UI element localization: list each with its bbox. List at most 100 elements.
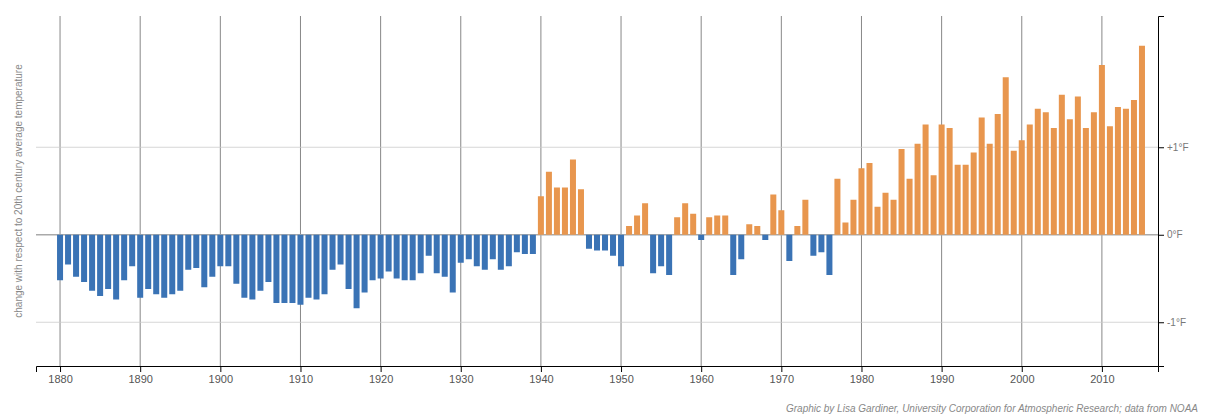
x-tick-mark xyxy=(461,366,462,372)
bar xyxy=(834,179,840,235)
bar xyxy=(618,235,624,267)
x-tick: 1880 xyxy=(48,366,72,385)
bar xyxy=(474,235,480,267)
bar xyxy=(626,226,632,235)
bar xyxy=(402,235,408,281)
bar xyxy=(121,235,127,281)
bar xyxy=(217,235,223,267)
bar xyxy=(682,203,688,235)
bar xyxy=(866,163,872,235)
x-tick: 2000 xyxy=(1010,366,1034,385)
bar xyxy=(842,223,848,235)
x-tick-label: 1990 xyxy=(930,373,954,385)
bar xyxy=(602,235,608,251)
bar xyxy=(297,235,303,305)
bar xyxy=(313,235,319,300)
bar xyxy=(586,235,592,249)
bar xyxy=(97,235,103,296)
x-tick: 1920 xyxy=(369,366,393,385)
bar xyxy=(891,200,897,235)
y-tick-mark xyxy=(1158,147,1164,148)
bar xyxy=(177,235,183,291)
grid-line-x xyxy=(380,16,381,366)
bars xyxy=(57,46,1145,309)
bar xyxy=(105,235,111,289)
bar xyxy=(1067,119,1073,235)
y-axis-title: change with respect to 20th century aver… xyxy=(13,64,24,318)
bar xyxy=(442,235,448,277)
bar xyxy=(193,235,199,268)
bar xyxy=(658,235,664,267)
bar xyxy=(129,235,135,267)
x-tick-label: 1970 xyxy=(770,373,794,385)
x-tick: 1890 xyxy=(128,366,152,385)
bar xyxy=(1051,128,1057,235)
bar xyxy=(354,235,360,309)
bar xyxy=(802,200,808,235)
bar xyxy=(963,165,969,235)
bar xyxy=(145,235,151,289)
y-tick: -1°F xyxy=(1158,317,1186,328)
bar xyxy=(410,235,416,281)
bar xyxy=(506,235,512,267)
bar xyxy=(249,235,255,300)
bar xyxy=(225,235,231,267)
x-tick-label: 1930 xyxy=(449,373,473,385)
x-tick-mark xyxy=(60,366,61,372)
bar xyxy=(810,235,816,256)
bar xyxy=(1043,112,1049,235)
bar xyxy=(305,235,311,298)
bar xyxy=(322,235,328,295)
bar xyxy=(762,235,768,240)
grid-line-x xyxy=(460,16,461,366)
bar xyxy=(490,235,496,260)
bar xyxy=(778,210,784,235)
x-tick: 1930 xyxy=(449,366,473,385)
bar xyxy=(1027,125,1033,235)
x-tick-label: 1890 xyxy=(128,373,152,385)
bar xyxy=(169,235,175,295)
x-tick: 2010 xyxy=(1090,366,1114,385)
bar xyxy=(746,224,752,235)
bar xyxy=(939,125,945,235)
bar xyxy=(265,235,271,282)
bar xyxy=(955,165,961,235)
bar xyxy=(883,193,889,235)
bar xyxy=(642,203,648,235)
x-tick: 1910 xyxy=(289,366,313,385)
grid xyxy=(36,16,1158,366)
bar xyxy=(482,235,488,270)
bar xyxy=(450,235,456,293)
bar xyxy=(826,235,832,275)
bar xyxy=(634,216,640,235)
bar xyxy=(514,235,520,253)
bar xyxy=(498,235,504,270)
grid-line-x xyxy=(220,16,221,366)
bar xyxy=(738,235,744,260)
y-tick-mark xyxy=(1158,322,1164,323)
bar xyxy=(562,188,568,235)
bar xyxy=(730,235,736,275)
bar xyxy=(690,214,696,235)
chart: 1880189019001910192019301940195019601970… xyxy=(0,0,1210,420)
x-tick: 1900 xyxy=(209,366,233,385)
x-tick-label: 1880 xyxy=(48,373,72,385)
bar xyxy=(578,189,584,235)
bar xyxy=(674,217,680,235)
x-axis: 1880189019001910192019301940195019601970… xyxy=(37,366,1159,385)
bar xyxy=(57,235,63,281)
y-axis: +1°F0°F-1°F xyxy=(1158,17,1189,367)
bar xyxy=(610,235,616,256)
grid-line-x xyxy=(701,16,702,366)
x-tick-mark xyxy=(381,366,382,372)
x-tick-mark xyxy=(1022,366,1023,372)
bar xyxy=(330,235,336,270)
bar xyxy=(386,235,392,272)
bar xyxy=(161,235,167,298)
bar xyxy=(947,128,953,235)
x-tick-mark xyxy=(942,366,943,372)
bar xyxy=(995,114,1001,235)
bar xyxy=(915,144,921,235)
bar xyxy=(257,235,263,291)
bar xyxy=(362,235,368,293)
